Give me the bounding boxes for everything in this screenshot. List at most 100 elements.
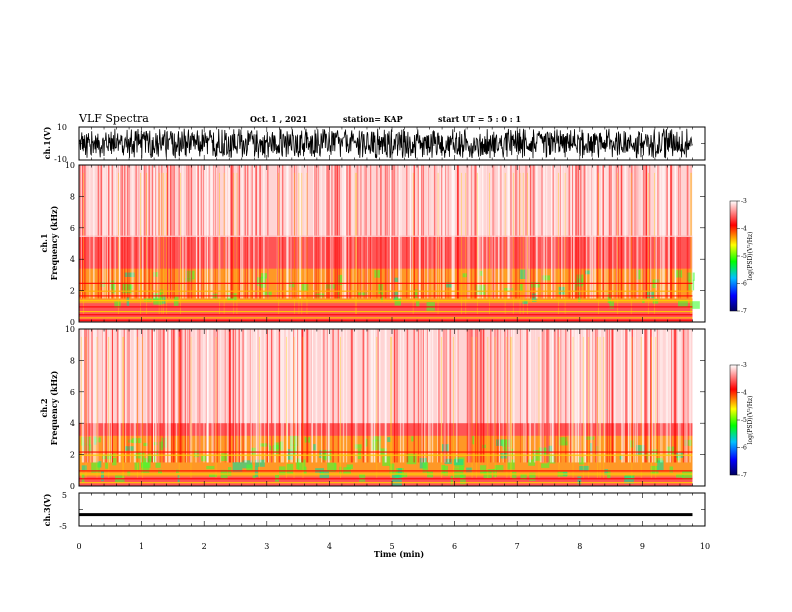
spectro-streak <box>105 165 106 299</box>
spectro-streak <box>138 165 141 299</box>
y-tick-label: 2 <box>70 287 75 296</box>
spectro-streak <box>480 329 483 463</box>
spectro-streak <box>121 165 124 299</box>
spectro-streak <box>596 329 598 463</box>
spectro-yellow-streak <box>572 336 574 479</box>
spectro-yellow-streak <box>215 336 217 479</box>
spectro-streak <box>315 329 318 463</box>
spectro-streak <box>311 329 314 463</box>
spectro-streak <box>691 165 693 299</box>
spectro-streak <box>500 165 502 299</box>
spectro-streak <box>342 329 345 463</box>
spectro-streak <box>248 165 250 299</box>
spectro-yellow-streak <box>476 336 477 479</box>
spectro-streak <box>116 329 119 463</box>
spectro-streak <box>493 165 496 299</box>
spectro-streak <box>623 329 625 463</box>
ch1-colorbar <box>729 200 738 312</box>
spectro-streak <box>510 329 512 463</box>
spectro-streak <box>141 329 143 463</box>
spectro-streak <box>109 165 112 299</box>
spectro-streak <box>552 165 554 299</box>
spectro-green-patch <box>220 453 228 461</box>
spectro-streak <box>563 165 565 299</box>
spectro-streak <box>580 165 582 299</box>
spectro-green-patch <box>365 438 368 447</box>
spectro-green-patch <box>297 459 306 471</box>
spectro-streak <box>558 329 560 463</box>
spectro-streak <box>140 329 142 463</box>
spectro-streak <box>443 329 445 463</box>
spectro-green-patch <box>255 459 265 467</box>
spectro-streak <box>578 165 580 299</box>
spectro-streak <box>447 165 449 299</box>
spectro-streak <box>396 329 398 463</box>
spectro-yellow-streak <box>123 336 124 479</box>
spectro-green-patch <box>529 472 536 481</box>
spectro-streak <box>347 165 348 299</box>
spectro-streak <box>527 165 529 299</box>
spectro-streak <box>239 329 242 463</box>
spectro-streak <box>281 165 284 299</box>
spectro-streak <box>167 329 169 463</box>
y-tick-label: 0 <box>70 318 75 327</box>
spectro-streak <box>661 165 664 299</box>
spectro-streak <box>553 329 555 463</box>
spectro-streak <box>207 329 209 463</box>
spectro-streak <box>212 165 214 299</box>
spectro-streak <box>456 329 458 463</box>
spectro-streak <box>588 329 590 463</box>
spectro-streak <box>386 165 388 299</box>
spectro-yellow-streak <box>140 172 141 315</box>
spectro-green-patch <box>359 474 366 482</box>
spectro-streak <box>290 329 292 463</box>
spectro-streak <box>240 165 242 299</box>
spectro-green-patch <box>127 470 131 476</box>
spectro-streak <box>602 165 604 299</box>
spectro-yellow-streak <box>489 172 490 315</box>
spectro-yellow-streak <box>163 172 165 315</box>
spectro-streak <box>547 329 548 463</box>
spectro-streak <box>622 329 624 463</box>
spectro-streak <box>470 329 472 463</box>
spectro-yellow-streak <box>219 172 220 315</box>
spectro-streak <box>245 329 247 463</box>
spectro-green-patch <box>501 439 510 445</box>
spectro-green-patch <box>547 453 556 464</box>
spectro-streak <box>470 329 473 463</box>
spectro-streak <box>611 329 614 463</box>
spectro-streak <box>406 329 408 463</box>
spectro-narrowband-line <box>79 451 693 453</box>
spectro-streak <box>543 165 544 299</box>
spectro-streak <box>419 165 421 299</box>
spectro-green-patch <box>184 278 193 282</box>
spectro-streak <box>663 165 665 299</box>
spectro-streak <box>645 165 647 299</box>
spectro-streak <box>244 165 247 299</box>
spectro-streak <box>100 165 103 299</box>
spectro-streak <box>161 165 163 299</box>
spectro-yellow-streak <box>510 336 512 479</box>
ch1-ytick-top: 10 <box>57 123 67 132</box>
spectro-streak <box>539 329 541 463</box>
spectro-streak <box>467 165 468 299</box>
spectro-streak <box>212 329 214 463</box>
spectro-streak <box>678 329 680 463</box>
spectro-streak <box>105 329 108 463</box>
spectro-streak <box>546 329 548 463</box>
spectro-streak <box>610 165 612 299</box>
spectro-streak <box>344 165 346 299</box>
spectro-streak <box>575 329 577 463</box>
spectro-streak <box>84 329 86 463</box>
spectro-streak <box>665 329 667 463</box>
spectro-yellow-streak <box>511 336 513 479</box>
spectro-streak <box>650 329 651 463</box>
spectro-streak <box>230 329 231 463</box>
spectro-streak <box>479 165 481 299</box>
spectro-streak <box>362 329 365 463</box>
spectro-streak <box>670 165 671 299</box>
spectro-streak <box>661 329 663 463</box>
spectro-streak <box>501 165 503 299</box>
figure-title: VLF Spectra <box>78 112 149 125</box>
spectro-streak <box>111 329 114 463</box>
